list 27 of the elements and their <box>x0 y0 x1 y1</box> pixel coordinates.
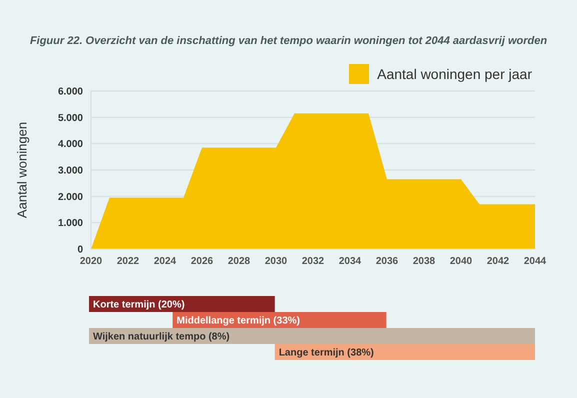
y-axis-title: Aantal woningen <box>14 122 30 218</box>
x-tick-label: 2024 <box>154 256 177 268</box>
x-tick-label: 2040 <box>450 256 473 268</box>
category-label: Korte termijn (20%) <box>93 300 185 310</box>
x-tick-label: 2032 <box>302 256 325 268</box>
x-tick-label: 2026 <box>190 256 214 268</box>
category-label: Middellange termijn (33%) <box>176 316 300 326</box>
y-tick-label: 6.000 <box>58 86 84 98</box>
y-tick-label: 1.000 <box>58 218 84 230</box>
x-tick-label: 2038 <box>412 256 436 268</box>
x-tick-label: 2034 <box>338 256 362 268</box>
y-tick-label: 4.000 <box>58 139 84 150</box>
y-tick-label: 5.000 <box>58 112 84 124</box>
legend-label: Aantal woningen per jaar <box>377 66 532 82</box>
x-tick-label: 2036 <box>376 256 399 268</box>
x-tick-label: 2042 <box>486 256 510 268</box>
x-tick-label: 2044 <box>524 256 547 268</box>
x-tick-label: 2022 <box>116 256 140 268</box>
category-label: Wijken natuurlijk tempo (8%) <box>93 332 230 342</box>
x-tick-label: 2020 <box>80 256 103 268</box>
y-tick-label: 0 <box>77 244 84 256</box>
x-tick-label: 2030 <box>264 256 288 268</box>
y-tick-label: 2.000 <box>58 192 84 203</box>
y-tick-label: 3.000 <box>58 166 84 177</box>
category-label: Lange termijn (38%) <box>278 348 374 358</box>
x-tick-label: 2028 <box>228 256 251 268</box>
chart-title: Figuur 22. Overzicht van de inschatting van het tempo waarin woningen tot 2044 aardasvrij worden <box>28 35 548 47</box>
